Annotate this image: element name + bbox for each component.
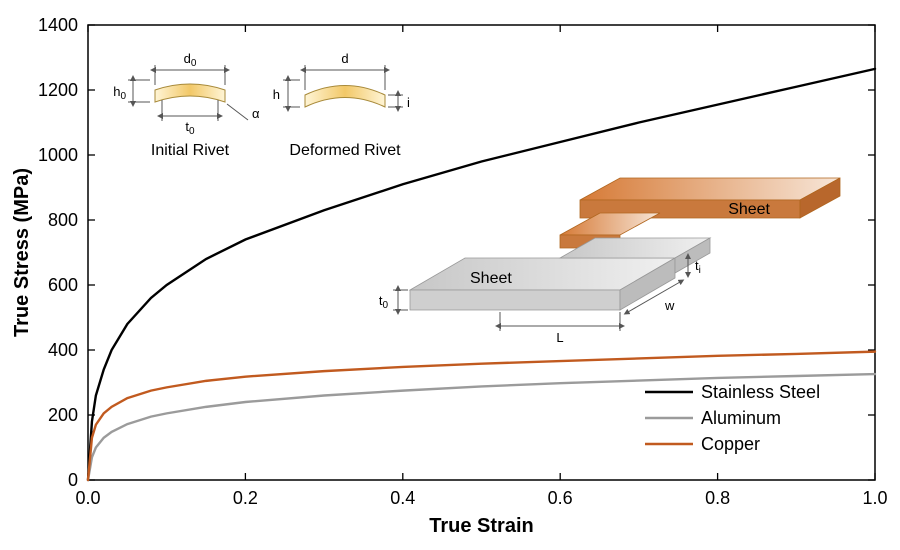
svg-text:200: 200 bbox=[48, 405, 78, 425]
svg-text:0.6: 0.6 bbox=[548, 488, 573, 508]
svg-text:0.8: 0.8 bbox=[705, 488, 730, 508]
y-axis-label: True Stress (MPa) bbox=[11, 168, 33, 337]
stress-strain-chart: 0.0 0.2 0.4 0.6 0.8 1.0 0 200 400 600 800 1000 1200… bbox=[0, 0, 900, 550]
param-ti: ti bbox=[695, 258, 701, 276]
param-sheet-t0: t0 bbox=[379, 293, 389, 311]
svg-text:400: 400 bbox=[48, 340, 78, 360]
svg-text:0.4: 0.4 bbox=[390, 488, 415, 508]
initial-rivet-label: Initial Rivet bbox=[151, 142, 230, 159]
svg-text:0.0: 0.0 bbox=[75, 488, 100, 508]
svg-text:1.0: 1.0 bbox=[862, 488, 887, 508]
param-d0: d0 bbox=[184, 51, 197, 69]
legend: Stainless Steel Aluminum Copper bbox=[645, 382, 820, 454]
x-axis-label: True Strain bbox=[429, 515, 533, 537]
legend-item-aluminum: Aluminum bbox=[701, 408, 781, 428]
legend-item-copper: Copper bbox=[701, 434, 760, 454]
bottom-sheet-label: Sheet bbox=[470, 270, 512, 287]
param-h: h bbox=[273, 87, 280, 102]
deformed-rivet-diagram: d h i Deformed Rivet bbox=[273, 51, 410, 159]
svg-text:1000: 1000 bbox=[38, 145, 78, 165]
param-alpha: α bbox=[252, 106, 260, 121]
param-t0: t0 bbox=[185, 119, 195, 137]
initial-rivet-diagram: d0 h0 t0 α Initial Rivet bbox=[113, 51, 260, 159]
svg-text:1400: 1400 bbox=[38, 15, 78, 35]
svg-text:0.2: 0.2 bbox=[233, 488, 258, 508]
svg-text:1200: 1200 bbox=[38, 80, 78, 100]
svg-text:800: 800 bbox=[48, 210, 78, 230]
param-d: d bbox=[341, 51, 348, 66]
param-h0: h0 bbox=[113, 84, 126, 102]
legend-item-stainless-steel: Stainless Steel bbox=[701, 382, 820, 402]
param-i: i bbox=[407, 95, 410, 110]
svg-text:0: 0 bbox=[68, 470, 78, 490]
deformed-rivet-label: Deformed Rivet bbox=[289, 142, 401, 159]
param-L: L bbox=[556, 330, 563, 345]
param-w: w bbox=[664, 298, 675, 313]
sheets-diagram: Sheet Sheet t0 ti L w bbox=[379, 178, 840, 345]
svg-text:600: 600 bbox=[48, 275, 78, 295]
top-sheet-label: Sheet bbox=[728, 201, 770, 218]
